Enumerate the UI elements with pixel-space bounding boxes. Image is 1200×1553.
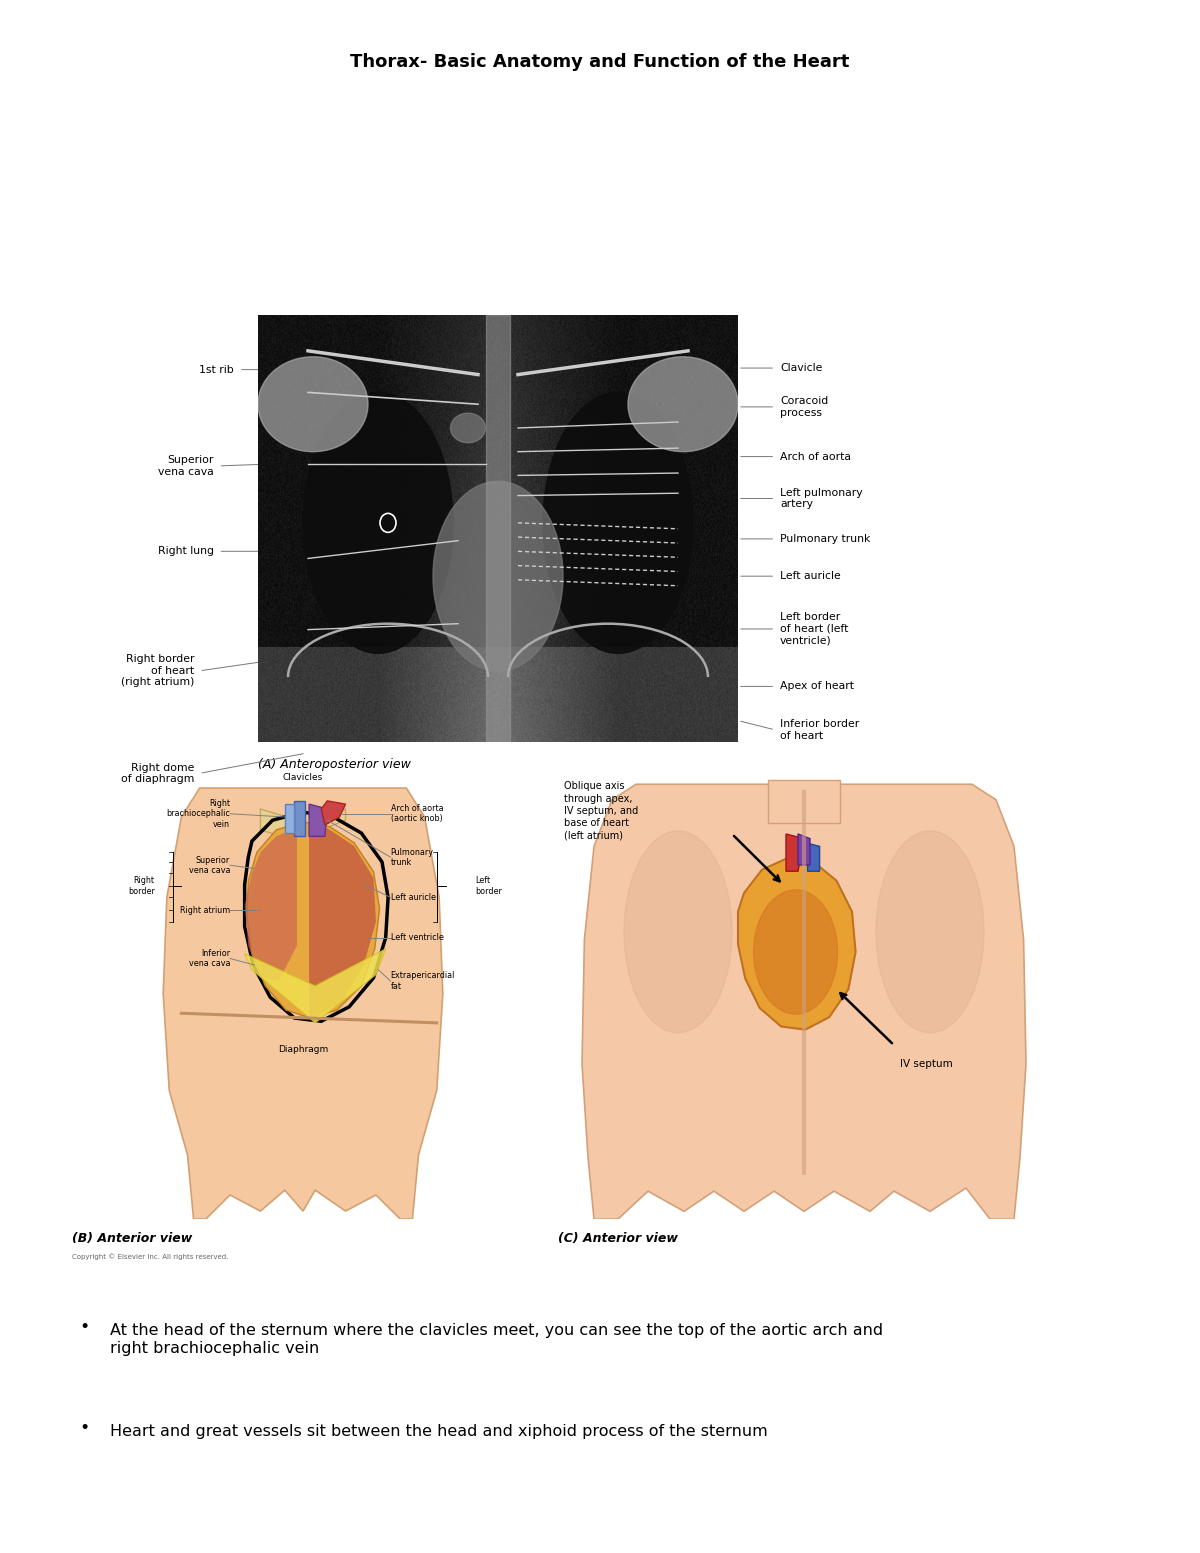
Text: Pulmonary
trunk: Pulmonary trunk [390, 848, 433, 867]
Text: Extrapericardial
fat: Extrapericardial fat [390, 971, 455, 991]
Text: Arch of aorta
(aortic knob): Arch of aorta (aortic knob) [390, 804, 443, 823]
Polygon shape [310, 809, 346, 832]
Text: •: • [79, 1318, 89, 1337]
Polygon shape [582, 784, 1026, 1219]
Ellipse shape [624, 831, 732, 1033]
Text: Copyright © Elsevier Inc. All rights reserved.: Copyright © Elsevier Inc. All rights res… [72, 1253, 228, 1259]
Text: Coracoid
process: Coracoid process [780, 396, 828, 418]
Text: Left border
of heart (left
ventricle): Left border of heart (left ventricle) [780, 612, 848, 646]
Text: Left auricle: Left auricle [390, 893, 436, 902]
Text: (C) Anterior view: (C) Anterior view [558, 1232, 678, 1244]
Text: Inferior
vena cava: Inferior vena cava [188, 949, 230, 968]
Polygon shape [245, 949, 385, 1023]
Text: Heart and great vessels sit between the head and xiphoid process of the sternum: Heart and great vessels sit between the … [110, 1424, 768, 1440]
Text: (B) Anterior view: (B) Anterior view [72, 1232, 192, 1244]
Polygon shape [284, 804, 294, 832]
Text: Right
border: Right border [127, 876, 155, 896]
Text: Oblique axis
through apex,
IV septum, and
base of heart
(left atrium): Oblique axis through apex, IV septum, an… [564, 781, 638, 840]
Text: Right dome
of diaphragm: Right dome of diaphragm [121, 763, 194, 784]
Text: Clavicle: Clavicle [780, 363, 822, 373]
Polygon shape [322, 801, 346, 825]
Polygon shape [163, 787, 443, 1219]
Text: Clavicles: Clavicles [283, 772, 323, 781]
Text: 1st rib: 1st rib [199, 365, 234, 374]
Text: Inferior border
of heart: Inferior border of heart [780, 719, 859, 741]
Polygon shape [260, 809, 310, 842]
Text: IV septum: IV septum [900, 1059, 953, 1068]
Text: Superior
vena cava: Superior vena cava [158, 455, 214, 477]
Text: Thorax- Basic Anatomy and Function of the Heart: Thorax- Basic Anatomy and Function of th… [350, 53, 850, 71]
Text: At the head of the sternum where the clavicles meet, you can see the top of the : At the head of the sternum where the cla… [110, 1323, 883, 1356]
Text: Right atrium: Right atrium [180, 905, 230, 915]
Ellipse shape [258, 357, 368, 452]
Polygon shape [808, 843, 820, 871]
Text: •: • [79, 1419, 89, 1438]
Bar [768, 780, 840, 823]
Polygon shape [247, 822, 379, 1019]
Text: Superior
vena cava: Superior vena cava [188, 856, 230, 874]
Text: Right border
of heart
(right atrium): Right border of heart (right atrium) [121, 654, 194, 688]
Polygon shape [310, 828, 376, 1019]
Bar [486, 315, 510, 742]
Text: Apex of heart: Apex of heart [780, 682, 854, 691]
Polygon shape [798, 834, 810, 865]
Text: Pulmonary trunk: Pulmonary trunk [780, 534, 870, 544]
Polygon shape [738, 859, 856, 1030]
Ellipse shape [302, 393, 454, 654]
Polygon shape [310, 804, 328, 836]
Ellipse shape [876, 831, 984, 1033]
Text: Right lung: Right lung [157, 547, 214, 556]
Text: Diaphragm: Diaphragm [278, 1045, 328, 1054]
Ellipse shape [433, 481, 563, 671]
Ellipse shape [450, 413, 486, 443]
Polygon shape [786, 834, 804, 871]
Polygon shape [294, 801, 306, 836]
Text: Left auricle: Left auricle [780, 572, 841, 581]
Text: Right
brachiocephalic
vein: Right brachiocephalic vein [166, 798, 230, 829]
Ellipse shape [628, 357, 738, 452]
Text: (A) Anteroposterior view: (A) Anteroposterior view [258, 758, 410, 770]
Text: Left pulmonary
artery: Left pulmonary artery [780, 488, 863, 509]
Text: Left
border: Left border [475, 876, 503, 896]
Ellipse shape [754, 890, 838, 1014]
Text: Left ventricle: Left ventricle [390, 933, 444, 943]
Ellipse shape [542, 393, 694, 654]
Polygon shape [245, 828, 296, 981]
Text: Arch of aorta: Arch of aorta [780, 452, 851, 461]
